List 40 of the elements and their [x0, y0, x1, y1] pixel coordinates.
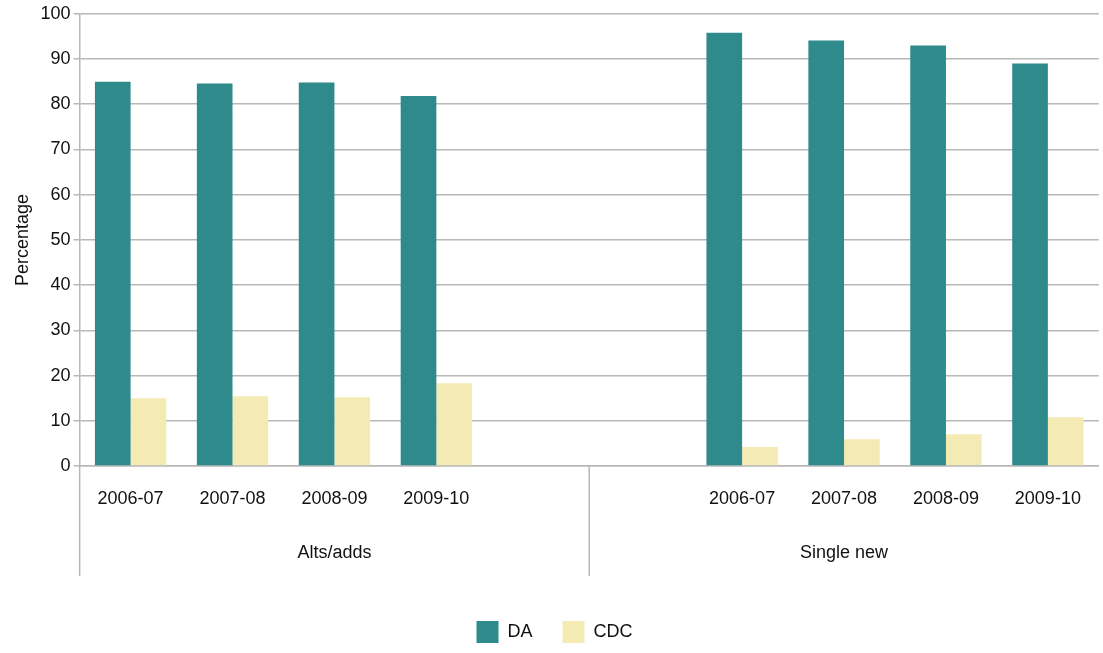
bar — [1047, 417, 1084, 466]
x-tick-label: 2009-10 — [1014, 487, 1081, 508]
y-tick-label: 60 — [50, 183, 71, 204]
bar — [334, 397, 371, 466]
bar — [910, 45, 946, 466]
y-tick-label: 90 — [50, 47, 71, 68]
y-tick-label: 50 — [50, 228, 71, 249]
y-tick-label: 80 — [50, 93, 71, 114]
y-tick-label: 0 — [60, 454, 71, 475]
x-tick-label: 2009-10 — [403, 487, 470, 508]
bar — [742, 447, 778, 466]
bar — [436, 383, 473, 466]
x-tick-label: 2007-08 — [811, 487, 878, 508]
y-tick-label: 20 — [50, 364, 71, 385]
bar — [400, 96, 437, 466]
x-tick-label: 2006-07 — [709, 487, 776, 508]
text: Alts/adds — [297, 541, 372, 562]
bar — [130, 398, 167, 466]
legend-label: CDC — [593, 620, 633, 641]
bar — [844, 439, 880, 466]
bar — [808, 40, 845, 466]
bar — [945, 434, 982, 466]
y-tick-label: 100 — [40, 2, 71, 23]
legend-label: DA — [507, 620, 533, 641]
y-tick-label: 40 — [50, 274, 71, 295]
x-tick-label: 2008-09 — [912, 487, 979, 508]
x-tick-label: 2008-09 — [301, 487, 368, 508]
bar — [706, 32, 743, 466]
y-tick-label: 70 — [50, 138, 71, 159]
text: Single new — [800, 541, 890, 562]
bar — [1012, 63, 1048, 466]
x-tick-label: 2006-07 — [97, 487, 164, 508]
bar — [232, 396, 269, 466]
y-tick-label: 10 — [50, 409, 71, 430]
bar — [298, 82, 335, 466]
x-tick-label: 2007-08 — [199, 487, 266, 508]
y-tick-label: 30 — [50, 319, 71, 340]
y-axis-title: Percentage — [11, 193, 32, 286]
bar — [94, 81, 131, 466]
bar — [196, 83, 233, 466]
